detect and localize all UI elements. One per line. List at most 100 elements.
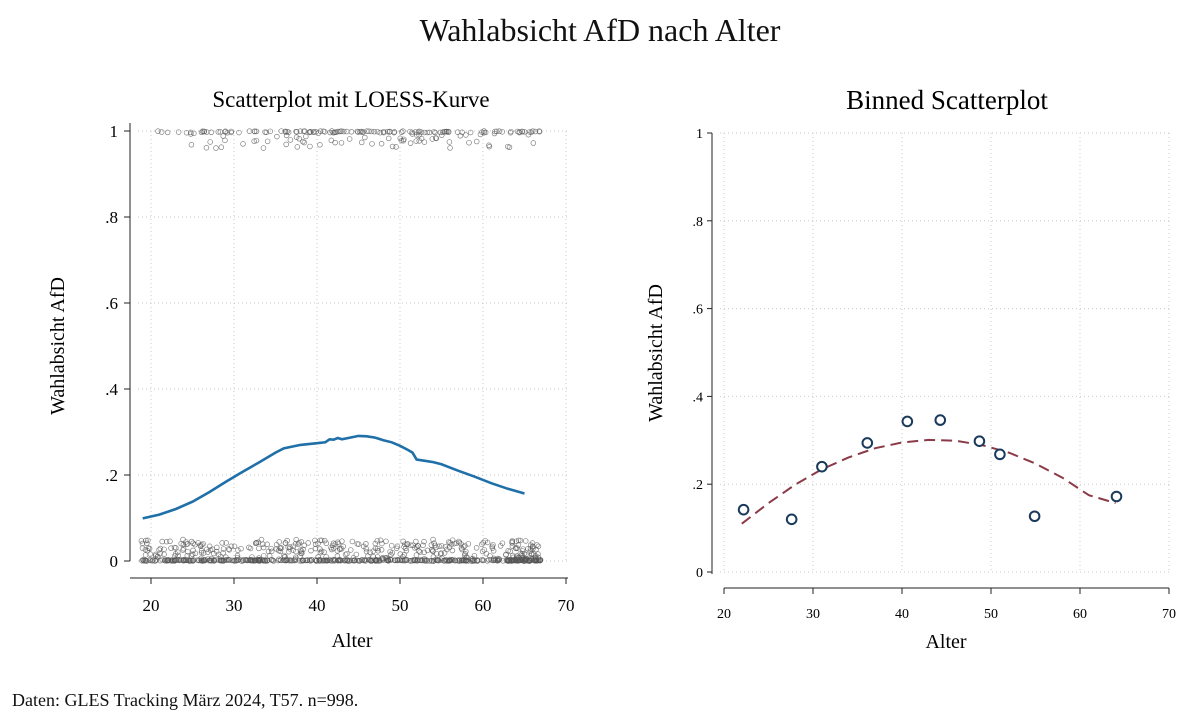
- raw-point: [513, 538, 520, 544]
- raw-point: [299, 557, 306, 564]
- x-tick-label: 40: [309, 596, 326, 615]
- raw-point: [323, 540, 330, 547]
- x-tick-label: 70: [558, 596, 575, 615]
- raw-point: [509, 543, 516, 549]
- raw-point: [207, 139, 213, 145]
- raw-point: [463, 557, 469, 564]
- raw-point: [431, 129, 437, 135]
- raw-point: [210, 557, 217, 563]
- raw-point: [328, 137, 335, 144]
- raw-point: [307, 129, 314, 135]
- y-tick-label: 0: [696, 566, 703, 581]
- raw-point: [185, 548, 191, 555]
- raw-point: [168, 557, 175, 564]
- x-ticks-binned: 20 30 40 50 60 70: [717, 588, 1176, 622]
- y-ticks-loess: 0 .2 .4 .6 .8 1: [105, 122, 130, 571]
- raw-point: [531, 551, 537, 557]
- panel-loess: Scatterplot mit LOESS-Kurve 0 .2 .4 .6 .8 1 2…: [47, 87, 575, 652]
- raw-point: [282, 129, 289, 135]
- raw-point: [436, 543, 442, 550]
- raw-point: [139, 540, 146, 547]
- raw-point: [492, 557, 499, 563]
- raw-point: [323, 557, 330, 564]
- raw-point: [525, 131, 532, 138]
- raw-point: [199, 541, 205, 548]
- raw-point: [317, 549, 324, 556]
- raw-point: [477, 131, 484, 138]
- raw-point: [335, 539, 341, 546]
- raw-point: [158, 129, 165, 135]
- raw-point: [287, 137, 294, 143]
- raw-point: [251, 128, 258, 134]
- raw-point: [341, 557, 348, 564]
- raw-point: [340, 128, 347, 135]
- raw-point: [290, 543, 297, 549]
- raw-point: [252, 540, 259, 547]
- raw-point: [207, 557, 213, 563]
- raw-point: [141, 558, 147, 564]
- raw-point: [537, 557, 544, 563]
- raw-point: [242, 557, 248, 563]
- raw-point: [398, 557, 405, 564]
- raw-point: [317, 142, 323, 148]
- raw-point: [387, 128, 393, 135]
- raw-point: [150, 557, 156, 563]
- raw-point: [416, 132, 422, 138]
- raw-point: [340, 543, 347, 550]
- raw-point: [370, 548, 377, 554]
- raw-point: [234, 554, 241, 561]
- raw-point: [282, 540, 289, 546]
- raw-point: [379, 540, 385, 547]
- raw-point: [490, 557, 497, 563]
- raw-point: [365, 553, 371, 559]
- raw-point: [442, 544, 449, 550]
- y-tick-label: .4: [105, 380, 118, 399]
- raw-point: [293, 554, 299, 561]
- raw-point: [213, 548, 220, 555]
- raw-point: [519, 128, 525, 135]
- raw-point: [226, 546, 232, 552]
- raw-point: [283, 557, 289, 564]
- raw-point: [449, 537, 456, 543]
- raw-point: [238, 558, 245, 564]
- raw-point: [240, 141, 246, 147]
- raw-point: [505, 547, 511, 554]
- raw-point: [400, 538, 406, 545]
- binned-points: [737, 414, 1123, 526]
- raw-point: [163, 538, 170, 545]
- x-tick-label: 40: [895, 607, 909, 622]
- raw-point: [358, 139, 365, 146]
- raw-point: [421, 129, 428, 136]
- raw-point: [157, 550, 163, 557]
- raw-point: [489, 543, 495, 550]
- raw-point: [268, 545, 274, 552]
- raw-point: [215, 551, 222, 558]
- raw-point: [401, 136, 407, 143]
- raw-point: [377, 129, 383, 136]
- raw-point: [421, 538, 427, 545]
- raw-point: [183, 541, 190, 547]
- raw-point: [213, 145, 219, 151]
- y-tick-label: .8: [693, 215, 704, 230]
- raw-point: [192, 541, 198, 548]
- raw-point: [462, 542, 468, 549]
- raw-point: [293, 536, 299, 543]
- raw-point: [139, 545, 146, 551]
- raw-point: [514, 545, 521, 551]
- raw-point: [180, 536, 186, 543]
- raw-point: [206, 543, 213, 550]
- raw-point: [175, 129, 182, 135]
- raw-point: [480, 539, 487, 546]
- raw-point: [497, 543, 504, 549]
- raw-point: [235, 547, 241, 553]
- raw-point: [428, 542, 435, 548]
- raw-point: [499, 540, 506, 546]
- raw-point: [222, 137, 228, 144]
- raw-point: [249, 554, 255, 560]
- bin-point: [994, 448, 1006, 461]
- raw-point: [510, 552, 516, 559]
- raw-point: [386, 129, 393, 135]
- raw-point: [346, 136, 353, 142]
- raw-point: [528, 129, 535, 135]
- raw-point: [228, 557, 235, 564]
